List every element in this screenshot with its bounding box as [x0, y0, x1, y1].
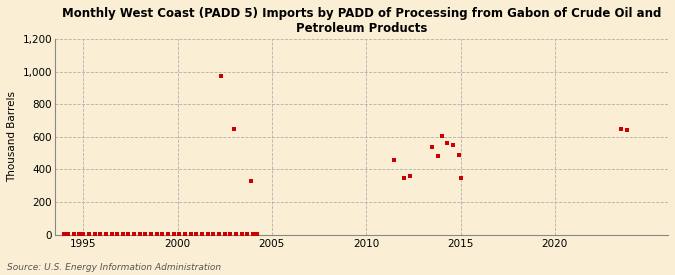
Point	[455, 175, 466, 180]
Point	[231, 232, 242, 236]
Point	[442, 141, 453, 145]
Point	[236, 232, 247, 236]
Point	[616, 126, 626, 131]
Y-axis label: Thousand Barrels: Thousand Barrels	[7, 91, 17, 182]
Point	[117, 232, 128, 236]
Point	[68, 232, 79, 236]
Point	[59, 232, 70, 236]
Point	[242, 232, 252, 236]
Point	[163, 232, 173, 236]
Point	[168, 232, 179, 236]
Point	[174, 232, 185, 236]
Point	[84, 232, 95, 236]
Point	[219, 232, 230, 236]
Point	[157, 232, 168, 236]
Point	[251, 232, 262, 236]
Point	[151, 232, 162, 236]
Point	[95, 232, 105, 236]
Point	[389, 157, 400, 162]
Point	[106, 232, 117, 236]
Point	[404, 174, 415, 178]
Point	[129, 232, 140, 236]
Point	[433, 154, 443, 159]
Point	[621, 128, 632, 133]
Point	[398, 175, 409, 180]
Title: Monthly West Coast (PADD 5) Imports by PADD of Processing from Gabon of Crude Oi: Monthly West Coast (PADD 5) Imports by P…	[62, 7, 662, 35]
Point	[196, 232, 207, 236]
Text: Source: U.S. Energy Information Administration: Source: U.S. Energy Information Administ…	[7, 263, 221, 272]
Point	[123, 232, 134, 236]
Point	[246, 178, 256, 183]
Point	[63, 232, 74, 236]
Point	[146, 232, 157, 236]
Point	[202, 232, 213, 236]
Point	[101, 232, 111, 236]
Point	[214, 232, 225, 236]
Point	[74, 232, 85, 236]
Point	[112, 232, 123, 236]
Point	[225, 232, 236, 236]
Point	[78, 232, 88, 236]
Point	[140, 232, 151, 236]
Point	[427, 144, 437, 149]
Point	[191, 232, 202, 236]
Point	[180, 232, 190, 236]
Point	[89, 232, 100, 236]
Point	[453, 153, 464, 157]
Point	[229, 127, 240, 132]
Point	[436, 134, 447, 138]
Point	[134, 232, 145, 236]
Point	[448, 143, 458, 147]
Point	[215, 73, 226, 78]
Point	[208, 232, 219, 236]
Point	[186, 232, 196, 236]
Point	[248, 232, 259, 236]
